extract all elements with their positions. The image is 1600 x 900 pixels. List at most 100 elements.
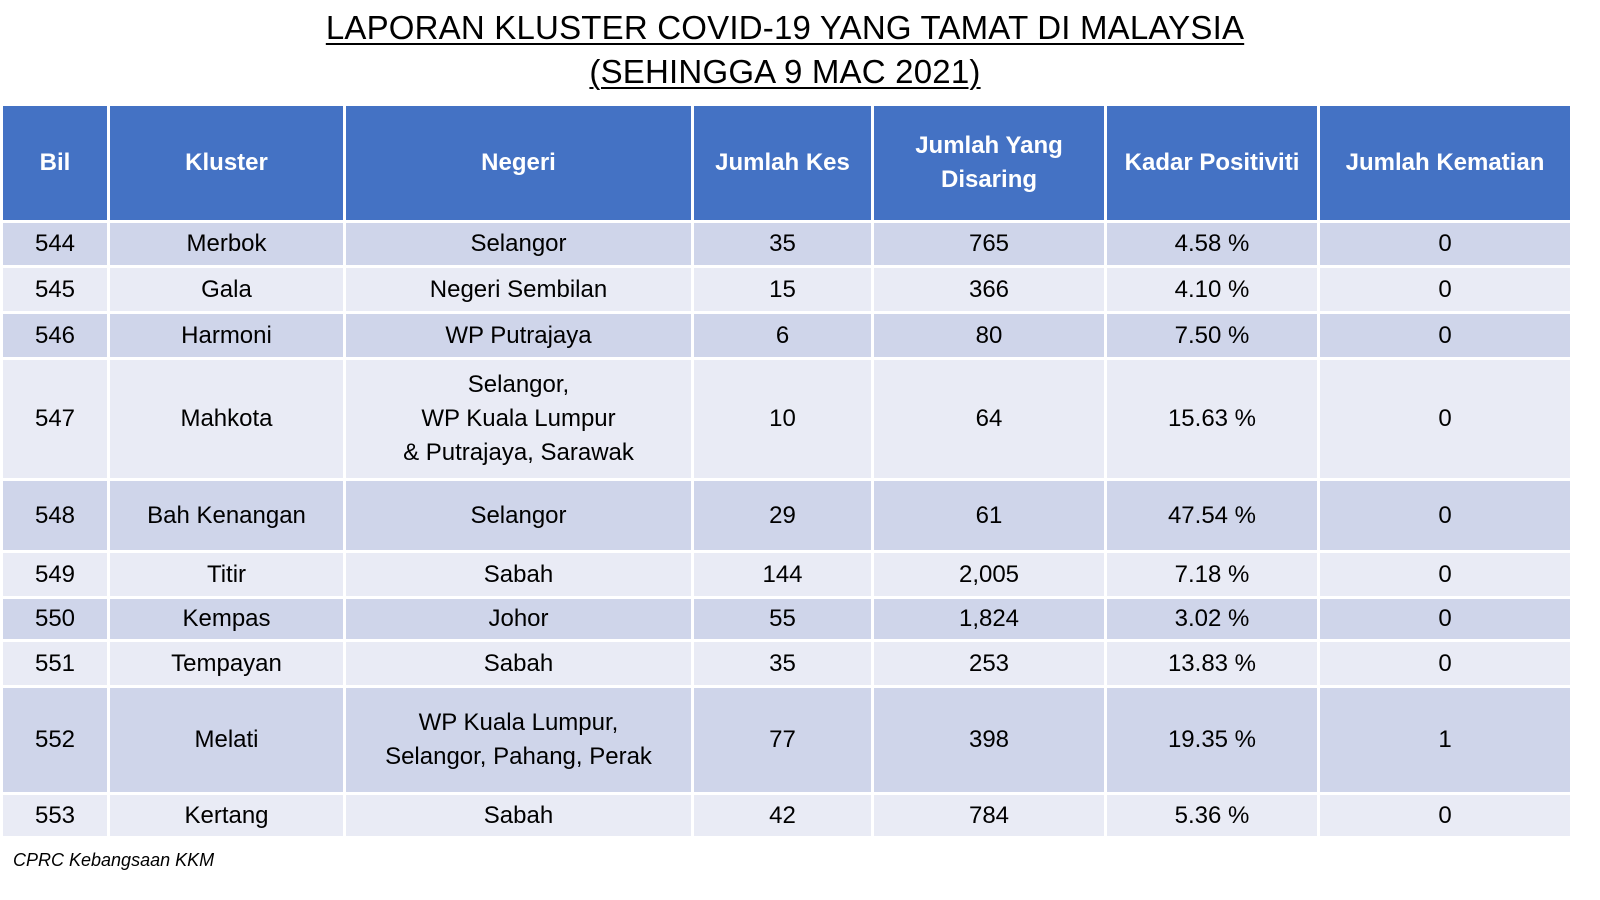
cell-jumlah-kematian: 0 bbox=[1317, 220, 1573, 268]
cluster-table: Bil Kluster Negeri Jumlah Kes Jumlah Yan… bbox=[0, 103, 1573, 839]
cell-jumlah-disaring: 366 bbox=[871, 265, 1107, 314]
header-jumlah-kematian: Jumlah Kematian bbox=[1317, 103, 1573, 223]
table-body: 544 Merbok Selangor 35 765 4.58 % 0 545 Gala Nege… bbox=[0, 220, 1573, 839]
cell-jumlah-disaring: 253 bbox=[871, 639, 1107, 688]
negeri-line: Selangor, bbox=[467, 371, 570, 398]
cell-negeri: Sabah bbox=[343, 792, 694, 839]
cell-kadar-positiviti: 7.18 % bbox=[1104, 550, 1320, 599]
cell-jumlah-kes: 55 bbox=[691, 596, 874, 642]
cell-jumlah-kes: 15 bbox=[691, 265, 874, 314]
cell-kluster: Melati bbox=[107, 685, 346, 795]
cell-kluster: Mahkota bbox=[107, 357, 346, 481]
cell-kadar-positiviti: 3.02 % bbox=[1104, 596, 1320, 642]
cell-kluster: Titir bbox=[107, 550, 346, 599]
table-row: 544 Merbok Selangor 35 765 4.58 % 0 bbox=[0, 220, 1573, 268]
cell-kluster: Tempayan bbox=[107, 639, 346, 688]
cell-kadar-positiviti: 19.35 % bbox=[1104, 685, 1320, 795]
negeri-line: WP Kuala Lumpur bbox=[421, 405, 616, 432]
cell-jumlah-kes: 35 bbox=[691, 220, 874, 268]
table-row: 549 Titir Sabah 144 2,005 7.18 % 0 bbox=[0, 550, 1573, 599]
cell-bil: 550 bbox=[0, 596, 110, 642]
cell-kadar-positiviti: 4.10 % bbox=[1104, 265, 1320, 314]
title-line-2: (SEHINGGA 9 MAC 2021) bbox=[0, 50, 1570, 94]
cell-jumlah-kematian: 1 bbox=[1317, 685, 1573, 795]
cell-negeri: Johor bbox=[343, 596, 694, 642]
table-row: 548 Bah Kenangan Selangor 29 61 47.54 % 0 bbox=[0, 478, 1573, 553]
cell-kadar-positiviti: 7.50 % bbox=[1104, 311, 1320, 360]
cell-negeri: Sabah bbox=[343, 550, 694, 599]
cell-kadar-positiviti: 5.36 % bbox=[1104, 792, 1320, 839]
title-text-1: LAPORAN KLUSTER COVID-19 YANG TAMAT DI M… bbox=[325, 9, 1245, 46]
cell-jumlah-kematian: 0 bbox=[1317, 265, 1573, 314]
cell-kluster: Bah Kenangan bbox=[107, 478, 346, 553]
cell-jumlah-kes: 10 bbox=[691, 357, 874, 481]
header-negeri: Negeri bbox=[343, 103, 694, 223]
cell-jumlah-kes: 77 bbox=[691, 685, 874, 795]
cell-jumlah-kes: 35 bbox=[691, 639, 874, 688]
cell-jumlah-kes: 29 bbox=[691, 478, 874, 553]
cell-kadar-positiviti: 13.83 % bbox=[1104, 639, 1320, 688]
header-kluster: Kluster bbox=[107, 103, 346, 223]
cell-jumlah-disaring: 2,005 bbox=[871, 550, 1107, 599]
cell-negeri: WP Putrajaya bbox=[343, 311, 694, 360]
negeri-line: Johor bbox=[488, 605, 549, 632]
cell-kadar-positiviti: 47.54 % bbox=[1104, 478, 1320, 553]
cell-negeri: Negeri Sembilan bbox=[343, 265, 694, 314]
cell-jumlah-kematian: 0 bbox=[1317, 792, 1573, 839]
cell-negeri: Selangor bbox=[343, 220, 694, 268]
cell-negeri: Sabah bbox=[343, 639, 694, 688]
cell-kluster: Kempas bbox=[107, 596, 346, 642]
cell-jumlah-kes: 6 bbox=[691, 311, 874, 360]
cell-jumlah-disaring: 80 bbox=[871, 311, 1107, 360]
cell-jumlah-kematian: 0 bbox=[1317, 478, 1573, 553]
cell-jumlah-kematian: 0 bbox=[1317, 311, 1573, 360]
header-jumlah-disaring-line-2: Disaring bbox=[940, 166, 1038, 193]
negeri-line: Sabah bbox=[483, 649, 554, 677]
cell-jumlah-kematian: 0 bbox=[1317, 357, 1573, 481]
cell-bil: 548 bbox=[0, 478, 110, 553]
negeri-line: WP Kuala Lumpur, bbox=[418, 709, 619, 736]
report-title: LAPORAN KLUSTER COVID-19 YANG TAMAT DI M… bbox=[0, 6, 1570, 94]
cell-negeri: Selangor bbox=[343, 478, 694, 553]
header-jumlah-kes: Jumlah Kes bbox=[691, 103, 874, 223]
cell-bil: 544 bbox=[0, 220, 110, 268]
table-row: 551 Tempayan Sabah 35 253 13.83 % 0 bbox=[0, 639, 1573, 688]
cell-jumlah-kes: 144 bbox=[691, 550, 874, 599]
cell-jumlah-kematian: 0 bbox=[1317, 639, 1573, 688]
cell-kluster: Gala bbox=[107, 265, 346, 314]
cell-kadar-positiviti: 15.63 % bbox=[1104, 357, 1320, 481]
negeri-line: WP Putrajaya bbox=[445, 321, 592, 349]
negeri-line: Negeri Sembilan bbox=[429, 275, 608, 303]
cell-kluster: Harmoni bbox=[107, 311, 346, 360]
negeri-line: & Putrajaya, Sarawak bbox=[403, 439, 634, 466]
cell-jumlah-kematian: 0 bbox=[1317, 550, 1573, 599]
negeri-line: Selangor, Pahang, Perak bbox=[385, 743, 652, 770]
cell-kluster: Kertang bbox=[107, 792, 346, 839]
cell-bil: 551 bbox=[0, 639, 110, 688]
header-kadar-positiviti: Kadar Positiviti bbox=[1104, 103, 1320, 223]
header-jumlah-disaring: Jumlah Yang Disaring bbox=[871, 103, 1107, 223]
cell-jumlah-kes: 42 bbox=[691, 792, 874, 839]
cell-jumlah-kematian: 0 bbox=[1317, 596, 1573, 642]
cell-bil: 552 bbox=[0, 685, 110, 795]
table-row: 545 Gala Negeri Sembilan 15 366 4.10 % 0 bbox=[0, 265, 1573, 314]
title-line-1: LAPORAN KLUSTER COVID-19 YANG TAMAT DI M… bbox=[0, 6, 1570, 50]
cell-negeri: WP Kuala Lumpur, Selangor, Pahang, Perak bbox=[343, 685, 694, 795]
table-row: 546 Harmoni WP Putrajaya 6 80 7.50 % 0 bbox=[0, 311, 1573, 360]
negeri-line: Sabah bbox=[483, 560, 554, 588]
header-bil: Bil bbox=[0, 103, 110, 223]
cell-bil: 545 bbox=[0, 265, 110, 314]
cell-bil: 549 bbox=[0, 550, 110, 599]
cell-kadar-positiviti: 4.58 % bbox=[1104, 220, 1320, 268]
table-row: 547 Mahkota Selangor, WP Kuala Lumpur & Putr… bbox=[0, 357, 1573, 481]
cell-jumlah-disaring: 765 bbox=[871, 220, 1107, 268]
cell-jumlah-disaring: 61 bbox=[871, 478, 1107, 553]
cell-bil: 553 bbox=[0, 792, 110, 839]
table-row: 550 Kempas Johor 55 1,824 3.02 % 0 bbox=[0, 596, 1573, 642]
cell-jumlah-disaring: 784 bbox=[871, 792, 1107, 839]
cell-negeri: Selangor, WP Kuala Lumpur & Putrajaya, Sar… bbox=[343, 357, 694, 481]
cell-bil: 547 bbox=[0, 357, 110, 481]
cell-jumlah-disaring: 64 bbox=[871, 357, 1107, 481]
negeri-line: Selangor bbox=[470, 230, 567, 257]
source-note: CPRC Kebangsaan KKM bbox=[13, 850, 215, 870]
